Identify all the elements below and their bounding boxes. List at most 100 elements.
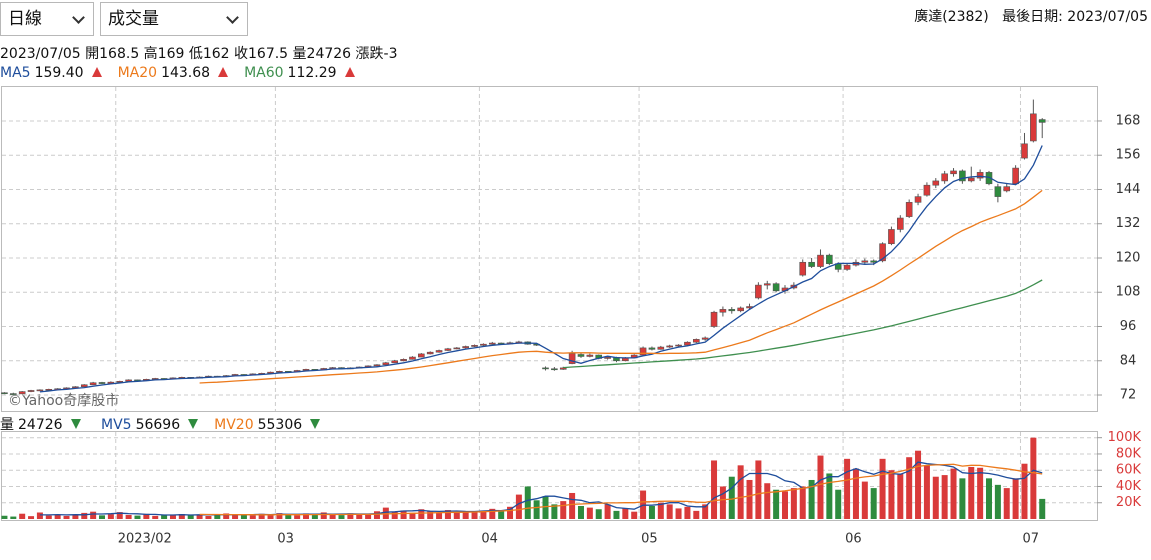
volume-bar <box>54 514 61 519</box>
volume-legend: 量 24726 MV5 56696 MV20 55306 <box>0 414 336 434</box>
volume-last: 24726 <box>18 417 63 433</box>
x-tick-label: 07 <box>1022 532 1039 547</box>
candle-body <box>409 356 416 360</box>
candle-body <box>959 170 966 182</box>
candle-body <box>80 384 88 388</box>
x-tick-label: 06 <box>845 532 862 547</box>
volume-bar <box>178 514 185 519</box>
volume-bar <box>666 504 673 519</box>
ma-line <box>199 463 1043 516</box>
volume-bar <box>675 508 682 519</box>
candle-body <box>426 351 434 355</box>
volume-bar <box>347 513 354 519</box>
candle-body <box>719 309 727 313</box>
candle-body <box>684 341 691 346</box>
volume-bar <box>116 512 123 519</box>
y-tick-label: 168 <box>1116 113 1141 128</box>
candle-body <box>276 371 283 373</box>
volume-bar <box>1003 488 1010 519</box>
candle-body <box>373 364 381 367</box>
volume-bar <box>613 510 620 519</box>
volume-bar <box>169 515 176 519</box>
volume-bar <box>10 516 17 519</box>
indicator-select[interactable]: 成交量 <box>100 2 248 36</box>
y-tick-label: 72 <box>1120 388 1137 403</box>
volume-bar <box>569 492 576 519</box>
candle-body <box>18 391 26 395</box>
volume-bar <box>223 513 230 519</box>
candle-body <box>480 343 487 346</box>
candle-body <box>542 367 549 370</box>
legend-value: 159.40 <box>34 65 84 81</box>
volume-bar <box>861 481 868 519</box>
candle-body <box>976 172 984 179</box>
volume-bar <box>533 500 540 519</box>
trend-icon <box>218 67 229 77</box>
candle-body <box>382 362 390 366</box>
candle-body <box>923 184 931 196</box>
volume-bar <box>711 460 718 519</box>
volume-bar <box>72 514 79 519</box>
x-tick-label: 04 <box>481 532 498 547</box>
stock-name: 廣達(2382) <box>914 9 989 25</box>
legend-value: 112.29 <box>287 65 337 81</box>
candle-body <box>45 389 53 391</box>
volume-bar <box>773 489 780 519</box>
volume-bar <box>728 476 735 519</box>
volume-bar <box>107 514 114 519</box>
legend-name: MA60 <box>244 65 284 81</box>
volume-bar <box>294 515 301 519</box>
y-tick-label: 96 <box>1120 319 1137 334</box>
volume-bar <box>436 512 443 519</box>
candle-body <box>799 261 807 276</box>
volume-bar <box>453 512 460 519</box>
legend-name: MA20 <box>117 65 158 81</box>
volume-bar <box>781 491 788 519</box>
y-tick-label: 120 <box>1116 250 1141 265</box>
volume-bar <box>684 506 691 519</box>
candle-body <box>675 344 682 347</box>
volume-bar <box>249 515 256 519</box>
trend-icon <box>310 419 321 429</box>
volume-bar <box>755 460 762 519</box>
volume-bar <box>480 510 487 519</box>
volume-bar <box>551 504 558 519</box>
chevron <box>72 11 85 24</box>
ma-line <box>39 145 1043 393</box>
volume-bar <box>161 514 168 519</box>
candle-body <box>604 357 611 359</box>
volume-bar <box>1 515 8 519</box>
volume-bar <box>311 514 318 519</box>
volume-bar <box>285 514 292 519</box>
volume-bar <box>542 496 549 519</box>
volume-bar <box>489 508 496 519</box>
volume-bar <box>808 479 815 519</box>
volume-bar <box>604 504 611 519</box>
y-tick-label: 156 <box>1116 148 1141 163</box>
candle-body <box>985 172 993 185</box>
ma-legend: MA5 159.40 MA20 143.68 MA60 112.29 <box>0 65 371 81</box>
volume-bar <box>719 486 726 519</box>
candle-body <box>586 354 594 357</box>
candle-body <box>577 354 585 357</box>
x-tick-label: 03 <box>277 532 294 547</box>
volume-bar <box>258 513 265 519</box>
volume-bar <box>764 483 771 519</box>
volume-bar <box>134 515 141 519</box>
ma-line <box>563 279 1043 369</box>
candle-body <box>98 382 106 384</box>
quote: 2023/07/05 開168.5 高169 低162 收167.5 量2472… <box>0 46 398 62</box>
x-tick-label: 05 <box>641 532 658 547</box>
volume-bar <box>329 513 336 519</box>
trend-icon <box>91 67 102 77</box>
candle-body <box>932 180 940 186</box>
candle-body <box>879 243 886 262</box>
volume-bar <box>959 478 966 519</box>
volume-bar <box>835 489 842 519</box>
legend-name: MV5 <box>101 417 132 433</box>
candle-body <box>1 392 8 395</box>
candle-body <box>826 254 833 265</box>
period-select[interactable]: 日線 <box>0 2 94 36</box>
volume-bar <box>852 468 859 519</box>
